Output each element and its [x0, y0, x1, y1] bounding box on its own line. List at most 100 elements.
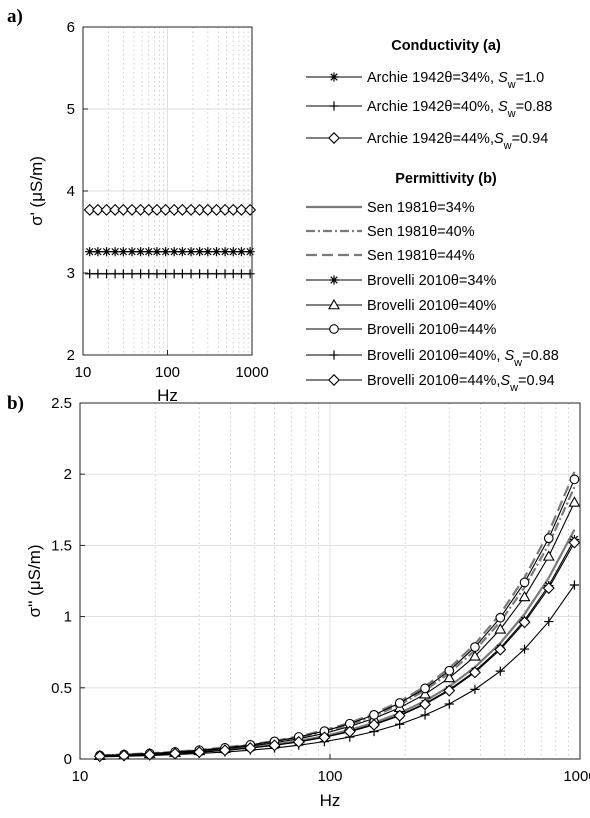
legend-marker — [329, 275, 339, 285]
data-point-marker — [368, 718, 381, 731]
series-7 — [93, 536, 581, 763]
series-1 — [99, 486, 576, 757]
data-point-marker — [177, 247, 187, 257]
data-point-marker — [193, 203, 206, 216]
data-point-marker — [468, 666, 481, 679]
data-point-marker — [519, 577, 530, 588]
data-point-marker — [420, 683, 430, 694]
data-point-marker — [210, 203, 223, 216]
data-point-marker — [268, 739, 281, 752]
data-point-marker — [101, 247, 112, 257]
legend-entry: Brovelli 2010θ=40% — [306, 298, 496, 314]
y-tick-label: 2.5 — [51, 395, 72, 412]
data-point-marker — [228, 269, 238, 279]
legend-entry: Archie 1942θ=40%, Sw=0.88 — [306, 99, 552, 120]
data-point-marker — [227, 203, 240, 216]
data-point-marker — [142, 203, 155, 216]
data-point-marker — [118, 269, 128, 279]
legend-label-part: =1.0 — [516, 70, 545, 86]
legend-marker — [328, 132, 340, 144]
legend-header-conductivity: Conductivity (a) — [391, 38, 501, 54]
data-point-marker — [135, 247, 146, 257]
data-point-marker — [100, 203, 113, 216]
data-point-marker — [444, 665, 455, 676]
legend-label-part: Brovelli 2010θ=40% — [367, 298, 496, 314]
data-point-marker — [470, 642, 480, 652]
legend: Conductivity (a) Permittivity (b) Archie 1… — [306, 38, 559, 394]
data-point-marker — [144, 269, 154, 279]
data-point-marker — [542, 582, 555, 595]
data-point-marker — [201, 203, 214, 216]
data-point-marker — [568, 496, 581, 507]
legend-label-part: Sen 1981θ=44% — [367, 248, 475, 264]
data-point-marker — [236, 269, 247, 279]
data-point-marker — [161, 247, 171, 257]
legend-entry: Brovelli 2010θ=44%,Sw=0.94 — [306, 373, 555, 394]
data-point-marker — [186, 247, 196, 257]
chart-panel-b: 10 100 1000 0 0.5 1 1.5 2 2.5 Hz σ'' (μS/m) b) — [7, 393, 590, 810]
data-point-marker — [177, 269, 187, 279]
data-point-marker — [219, 203, 232, 216]
data-point-marker — [244, 203, 257, 216]
x-tick-label: 1000 — [563, 768, 590, 785]
legend-entry: Archie 1942θ=34%, Sw=1.0 — [306, 70, 544, 91]
legend-label-part: S — [498, 70, 508, 86]
data-point-marker — [195, 269, 205, 279]
legend-label-part: Brovelli 2010θ=44% — [367, 322, 496, 338]
legend-label: Sen 1981θ=40% — [367, 224, 475, 240]
data-point-marker — [127, 247, 137, 257]
data-point-marker — [117, 203, 130, 216]
data-point-marker — [444, 699, 454, 709]
data-point-marker — [143, 748, 156, 761]
y-tick-label: 2 — [64, 466, 72, 483]
chart-panel-a: 10 100 1000 2 3 4 5 6 Hz σ' (μS/m) a) — [7, 6, 269, 405]
data-point-marker — [518, 590, 531, 602]
legend-marker — [329, 350, 339, 360]
legend-label: Archie 1942θ=34%, Sw=1.0 — [367, 70, 544, 91]
legend-label-part: w — [503, 140, 512, 152]
y-tick-label: 0.5 — [51, 680, 72, 697]
legend-label: Brovelli 2010θ=44% — [367, 322, 496, 338]
legend-label-part: Archie 1942θ=44%, — [367, 131, 494, 147]
legend-entry: Brovelli 2010θ=34% — [306, 273, 496, 289]
legend-label-part: Brovelli 2010θ=44%, — [367, 373, 500, 389]
legend-label-part: =0.94 — [518, 373, 555, 389]
data-point-marker — [203, 269, 213, 279]
series-line — [99, 486, 576, 757]
legend-label-part: w — [509, 382, 518, 394]
legend-label-part: w — [513, 357, 522, 369]
y-tick-label: 2 — [67, 347, 75, 364]
data-point-marker — [110, 247, 120, 257]
data-point-marker — [93, 247, 103, 257]
data-point-marker — [235, 203, 248, 216]
data-point-marker — [152, 247, 162, 257]
data-point-marker — [369, 710, 379, 720]
data-point-marker — [176, 203, 189, 216]
data-point-marker — [318, 731, 331, 744]
data-point-marker — [519, 644, 530, 654]
y-tick-label: 1 — [64, 609, 72, 626]
legend-label-part: Sen 1981θ=40% — [367, 224, 475, 240]
legend-entry: Brovelli 2010θ=44% — [306, 322, 496, 338]
legend-label-part: =0.88 — [516, 99, 553, 115]
legend-label-part: =0.94 — [512, 131, 549, 147]
legend-label: Archie 1942θ=44%,Sw=0.94 — [367, 131, 548, 152]
data-point-marker — [569, 474, 580, 485]
panel-label: a) — [7, 6, 23, 27]
x-axis-label: Hz — [157, 386, 178, 405]
data-point-marker — [419, 688, 432, 699]
data-point-marker — [211, 247, 222, 257]
legend-label: Brovelli 2010θ=34% — [367, 273, 496, 289]
data-point-marker — [419, 698, 432, 711]
legend-label: Brovelli 2010θ=40%, Sw=0.88 — [367, 348, 559, 369]
legend-marker — [329, 324, 339, 334]
legend-marker — [328, 374, 340, 386]
data-point-marker — [110, 269, 120, 279]
data-point-marker — [195, 247, 205, 257]
data-point-marker — [85, 247, 95, 257]
legend-label-part: S — [494, 131, 504, 147]
y-tick-label: 3 — [67, 265, 75, 282]
legend-entry: Sen 1981θ=34% — [306, 200, 475, 216]
series-2 — [83, 203, 257, 216]
legend-label: Sen 1981θ=44% — [367, 248, 475, 264]
